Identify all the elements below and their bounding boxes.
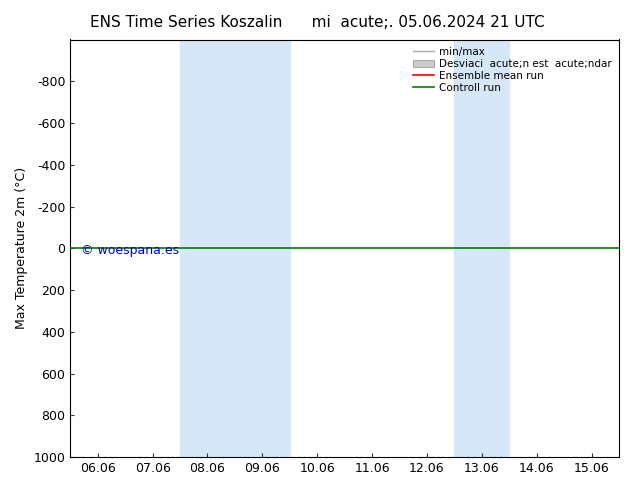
- Legend: min/max, Desviaci  acute;n est  acute;ndar, Ensemble mean run, Controll run: min/max, Desviaci acute;n est acute;ndar…: [411, 45, 614, 95]
- Y-axis label: Max Temperature 2m (°C): Max Temperature 2m (°C): [15, 167, 28, 329]
- Text: ENS Time Series Koszalin      mi  acute;. 05.06.2024 21 UTC: ENS Time Series Koszalin mi acute;. 05.0…: [89, 15, 545, 30]
- Bar: [180, 40, 290, 457]
- Text: © woespana.es: © woespana.es: [81, 244, 179, 257]
- Bar: [455, 40, 509, 457]
